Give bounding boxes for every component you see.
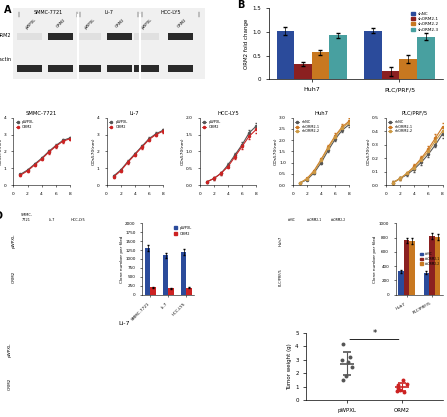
Title: PLC/PRF/5: PLC/PRF/5 (401, 111, 427, 116)
Title: Huh7: Huh7 (314, 111, 328, 116)
Bar (163, 256, 168, 294)
FancyBboxPatch shape (107, 33, 132, 40)
Bar (312, 53, 329, 80)
Bar (409, 241, 415, 294)
Point (393, 387, 401, 394)
Text: ORM2: ORM2 (115, 18, 126, 29)
Text: ORM2: ORM2 (12, 271, 16, 283)
Text: HCC-LY5: HCC-LY5 (71, 218, 85, 222)
Title: HCC-LY5: HCC-LY5 (217, 111, 239, 116)
Point (340, 377, 347, 383)
FancyBboxPatch shape (13, 8, 205, 80)
Legend: shNC, shORM2-1, shORM2-2: shNC, shORM2-1, shORM2-2 (420, 252, 441, 266)
FancyBboxPatch shape (17, 65, 42, 73)
Bar (424, 272, 429, 294)
FancyBboxPatch shape (134, 33, 159, 40)
Bar (145, 248, 150, 294)
Bar (400, 59, 417, 80)
Y-axis label: ODs570(nm): ODs570(nm) (92, 138, 96, 165)
Text: pWPXL: pWPXL (84, 18, 96, 30)
Text: shORM2-1: shORM2-1 (307, 218, 322, 222)
Bar (181, 252, 186, 294)
Text: B: B (237, 0, 245, 10)
Point (342, 373, 350, 379)
Text: Li-7: Li-7 (118, 321, 130, 326)
Y-axis label: ODs570(nm): ODs570(nm) (274, 138, 278, 165)
Bar (150, 287, 156, 294)
Bar (329, 35, 347, 80)
Text: ORM2: ORM2 (56, 18, 67, 29)
Bar (429, 236, 435, 294)
Text: A: A (4, 5, 11, 15)
Bar (417, 37, 434, 80)
Point (345, 359, 352, 366)
Text: ORM2: ORM2 (176, 18, 187, 29)
Bar (186, 288, 192, 294)
Bar (404, 241, 409, 294)
Text: Huh7: Huh7 (278, 236, 283, 246)
Legend: pWPXL, ORM2: pWPXL, ORM2 (202, 119, 221, 129)
Text: Li-7: Li-7 (49, 218, 55, 222)
FancyBboxPatch shape (134, 65, 159, 73)
Text: SMMC-7721: SMMC-7721 (33, 10, 63, 15)
Point (394, 382, 401, 389)
Legend: pWPXL, ORM2: pWPXL, ORM2 (15, 119, 35, 129)
Text: PLC/PRF/5: PLC/PRF/5 (278, 268, 283, 286)
Text: pWPXL: pWPXL (8, 342, 12, 357)
Bar (382, 71, 400, 80)
FancyBboxPatch shape (169, 65, 193, 73)
Text: pWPXL: pWPXL (141, 18, 153, 30)
Point (340, 340, 347, 347)
Legend: pWPXL, ORM2: pWPXL, ORM2 (173, 225, 192, 236)
Text: pWPXL: pWPXL (25, 18, 37, 30)
Text: pWPXL: pWPXL (12, 234, 16, 249)
Bar (435, 237, 440, 294)
Y-axis label: Clone number per filed: Clone number per filed (120, 235, 124, 283)
Point (394, 385, 401, 392)
Y-axis label: Tumor weight (g): Tumor weight (g) (287, 343, 292, 390)
Text: D: D (0, 211, 2, 221)
Legend: shNC, shORM2-1, shORM2-2, shORM2-3: shNC, shORM2-1, shORM2-2, shORM2-3 (409, 10, 440, 33)
Point (401, 389, 408, 396)
FancyBboxPatch shape (76, 33, 101, 40)
Bar (364, 30, 382, 80)
Y-axis label: ORM2 fold change: ORM2 fold change (245, 19, 249, 69)
Y-axis label: ODs570(nm): ODs570(nm) (367, 138, 371, 165)
Bar (277, 31, 294, 80)
Legend: pWPXL, ORM2: pWPXL, ORM2 (108, 119, 128, 129)
Title: Li-7: Li-7 (130, 111, 139, 116)
Bar (398, 271, 404, 294)
Text: *: * (372, 329, 376, 338)
Y-axis label: ODs570(nm): ODs570(nm) (0, 138, 2, 165)
Text: shNC: shNC (288, 218, 295, 222)
Text: HCC-LY5: HCC-LY5 (160, 10, 181, 15)
FancyBboxPatch shape (48, 65, 73, 73)
Y-axis label: Clone number per filed: Clone number per filed (373, 235, 377, 283)
Point (339, 357, 346, 363)
Text: β-actin: β-actin (0, 57, 12, 62)
Text: ORM2: ORM2 (0, 33, 12, 38)
Point (346, 354, 353, 360)
Legend: shNC, shORM2-1, shORM2-2: shNC, shORM2-1, shORM2-2 (388, 119, 413, 134)
Legend: shNC, shORM2-1, shORM2-2: shNC, shORM2-1, shORM2-2 (295, 119, 320, 134)
Point (397, 386, 404, 393)
FancyBboxPatch shape (169, 33, 193, 40)
Y-axis label: ODs570(nm): ODs570(nm) (181, 138, 185, 165)
Point (403, 381, 410, 387)
Bar (168, 288, 174, 294)
FancyBboxPatch shape (76, 65, 101, 73)
Title: SMMC-7721: SMMC-7721 (26, 111, 57, 116)
Text: shORM2-2: shORM2-2 (330, 218, 346, 222)
Point (349, 363, 356, 370)
FancyBboxPatch shape (48, 33, 73, 40)
Text: SMMC-
7721: SMMC- 7721 (20, 214, 32, 222)
FancyBboxPatch shape (107, 65, 132, 73)
Text: ORM2: ORM2 (8, 377, 12, 389)
FancyBboxPatch shape (17, 33, 42, 40)
Text: Li-7: Li-7 (105, 10, 114, 15)
Bar (294, 64, 312, 80)
Point (399, 377, 406, 383)
